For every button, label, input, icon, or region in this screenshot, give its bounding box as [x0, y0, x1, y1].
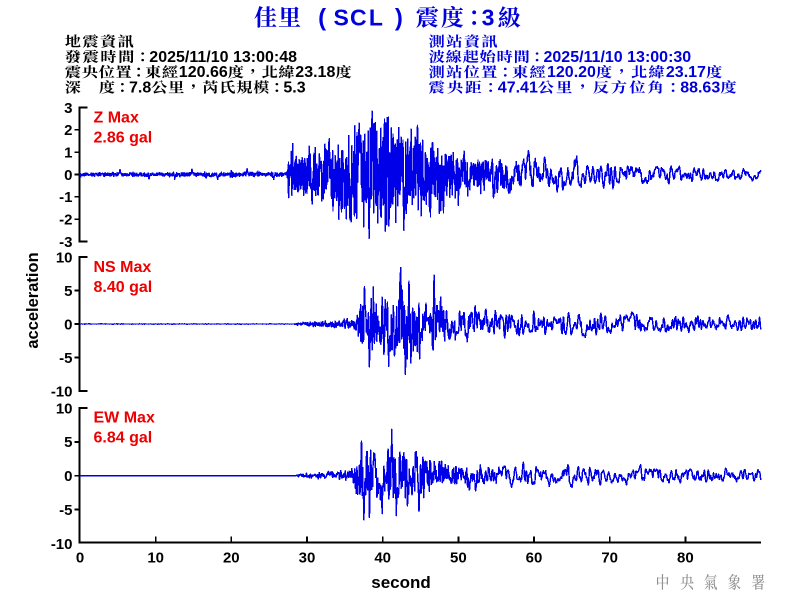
svg-text:1: 1 — [64, 145, 72, 162]
svg-text:NS Max: NS Max — [94, 259, 152, 276]
svg-text:3: 3 — [482, 5, 495, 31]
svg-text:30: 30 — [299, 549, 316, 566]
svg-text:23.17: 23.17 — [666, 64, 706, 81]
svg-text:): ) — [395, 5, 403, 32]
svg-text:-10: -10 — [51, 383, 73, 400]
svg-text:2: 2 — [64, 122, 72, 139]
svg-text:8.40 gal: 8.40 gal — [94, 279, 153, 296]
svg-text:60: 60 — [526, 549, 543, 566]
svg-text:Z Max: Z Max — [94, 109, 139, 126]
svg-text:70: 70 — [601, 549, 618, 566]
svg-text:5.3: 5.3 — [283, 79, 305, 96]
svg-text:-10: -10 — [51, 536, 73, 553]
svg-text:-5: -5 — [59, 502, 72, 519]
svg-text:-1: -1 — [59, 189, 72, 206]
svg-text:2.86 gal: 2.86 gal — [94, 129, 153, 146]
svg-text:7.8: 7.8 — [129, 79, 151, 96]
svg-text:10: 10 — [56, 400, 73, 417]
svg-text:88.63: 88.63 — [680, 79, 720, 96]
svg-text:0: 0 — [76, 549, 84, 566]
svg-text:0: 0 — [64, 316, 72, 333]
svg-text:EW Max: EW Max — [94, 410, 155, 427]
svg-text:S: S — [334, 5, 349, 31]
svg-text:second: second — [371, 573, 431, 592]
svg-text:20: 20 — [223, 549, 240, 566]
svg-text:0: 0 — [64, 167, 72, 184]
svg-text:L: L — [369, 5, 383, 31]
svg-text:2025/11/10 13:00:30: 2025/11/10 13:00:30 — [544, 49, 692, 66]
svg-text:120.20: 120.20 — [547, 64, 596, 81]
svg-text:-3: -3 — [59, 234, 72, 251]
svg-text:80: 80 — [677, 549, 694, 566]
svg-text:6.84 gal: 6.84 gal — [94, 429, 153, 446]
svg-text:-5: -5 — [59, 350, 72, 367]
svg-text:120.66: 120.66 — [179, 64, 228, 81]
svg-text:2025/11/10 13:00:48: 2025/11/10 13:00:48 — [149, 49, 297, 66]
svg-text:C: C — [350, 5, 367, 31]
svg-text:50: 50 — [450, 549, 467, 566]
svg-text:(: ( — [318, 5, 326, 32]
svg-text:3: 3 — [64, 100, 72, 117]
svg-text:0: 0 — [64, 468, 72, 485]
svg-text:-2: -2 — [59, 212, 72, 229]
svg-text:10: 10 — [56, 249, 73, 266]
svg-text:40: 40 — [374, 549, 391, 566]
svg-text:acceleration: acceleration — [24, 252, 42, 348]
svg-text:47.41: 47.41 — [498, 79, 538, 96]
svg-text:5: 5 — [64, 434, 72, 451]
svg-text:23.18: 23.18 — [295, 64, 335, 81]
svg-text:5: 5 — [64, 283, 72, 300]
svg-text:10: 10 — [147, 549, 164, 566]
